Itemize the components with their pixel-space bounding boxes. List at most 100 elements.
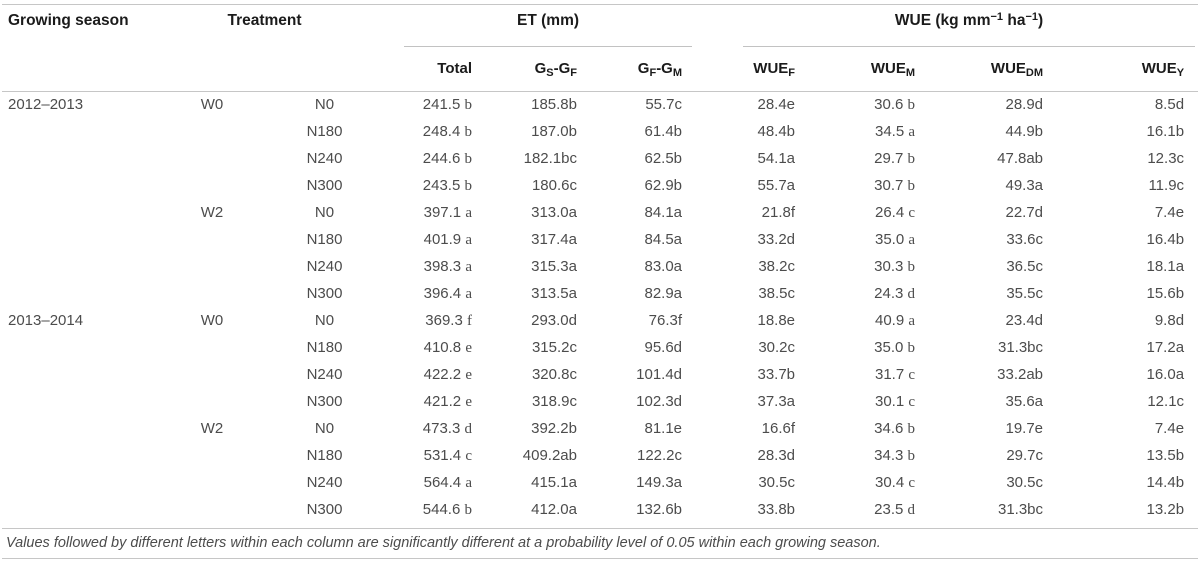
w-treatment-cell xyxy=(152,496,272,523)
value-cell: 13.5b xyxy=(1146,447,1185,464)
value-cell: 182.1bc xyxy=(523,150,577,167)
value-cell: 44.9b xyxy=(1005,123,1044,140)
value-cell: 61.4b xyxy=(644,123,683,140)
value-cell: 18.1a xyxy=(1146,258,1185,275)
w-treatment-cell: W0 xyxy=(152,90,272,118)
value-cell: 24.3 d xyxy=(874,284,916,302)
season-cell xyxy=(2,415,152,442)
value-cell: 16.6f xyxy=(761,420,796,437)
table-row: N300 243.5 b 180.6c 62.9b 55.7a 30.7 b 49.3a 11… xyxy=(2,172,1198,199)
value-cell: 33.7b xyxy=(757,366,796,383)
value-cell: 369.3 f xyxy=(425,311,472,329)
value-cell: 544.6 b xyxy=(422,500,472,518)
w-treatment-cell xyxy=(152,145,272,172)
value-cell: 22.7d xyxy=(1005,204,1044,221)
value-cell: 17.2a xyxy=(1146,339,1185,356)
n-treatment-cell: N180 xyxy=(306,123,343,140)
n-treatment-cell: N300 xyxy=(306,393,343,410)
table-body: 2012–2013 W0 N0 241.5 b 185.8b 55.7c 28.4e 30.6… xyxy=(2,90,1199,523)
value-cell: 313.5a xyxy=(531,285,577,302)
table-row: N180 248.4 b 187.0b 61.4b 48.4b 34.5 a 44.9b 16… xyxy=(2,118,1198,145)
subheader-wue-y: WUEY xyxy=(1141,60,1185,80)
value-cell: 26.4 c xyxy=(874,203,916,221)
value-cell: 81.1e xyxy=(644,420,683,437)
value-cell: 244.6 b xyxy=(422,149,472,167)
w-treatment-cell xyxy=(152,334,272,361)
table-row: N300 421.2 e 318.9c 102.3d 37.3a 30.1 c 35.6a 1… xyxy=(2,388,1198,415)
value-cell: 149.3a xyxy=(636,474,683,491)
value-cell: 30.3 b xyxy=(874,257,916,275)
subheader-wue-m: WUEM xyxy=(870,60,916,80)
value-cell: 23.5 d xyxy=(874,500,916,518)
value-cell: 318.9c xyxy=(531,393,577,410)
value-cell: 55.7c xyxy=(587,90,693,118)
value-cell: 180.6c xyxy=(531,177,577,194)
value-cell: 35.0 b xyxy=(874,338,916,356)
treatment-header: Treatment xyxy=(227,12,302,29)
value-cell: 29.7c xyxy=(1006,447,1044,464)
value-cell: 48.4b xyxy=(757,123,796,140)
value-cell: 248.4 b xyxy=(422,122,472,140)
n-treatment-cell: N240 xyxy=(306,258,343,275)
value-cell: 14.4b xyxy=(1146,474,1185,491)
value-cell: 30.7 b xyxy=(874,176,916,194)
value-cell: 34.3 b xyxy=(874,446,916,464)
value-cell: 101.4d xyxy=(636,366,683,383)
value-cell: 47.8ab xyxy=(997,150,1044,167)
n-treatment-cell: N180 xyxy=(306,339,343,356)
w-treatment-cell xyxy=(152,280,272,307)
n-treatment-cell: N180 xyxy=(306,231,343,248)
value-cell: 82.9a xyxy=(644,285,683,302)
value-cell: 122.2c xyxy=(636,447,683,464)
value-cell: 35.6a xyxy=(1005,393,1044,410)
value-cell: 34.5 a xyxy=(874,122,916,140)
table-row: N180 531.4 c 409.2ab 122.2c 28.3d 34.3 b 29.7c… xyxy=(2,442,1198,469)
value-cell: 30.5c xyxy=(758,474,796,491)
value-cell: 30.2c xyxy=(758,339,796,356)
value-cell: 13.2b xyxy=(1146,501,1185,518)
value-cell: 28.9d xyxy=(925,90,1054,118)
value-cell: 7.4e xyxy=(1154,420,1185,437)
value-cell: 55.7a xyxy=(757,177,796,194)
value-cell: 31.7 c xyxy=(874,365,916,383)
value-cell: 34.6 b xyxy=(874,419,916,437)
n-treatment-cell: N0 xyxy=(314,312,335,329)
subheader-wue-f: WUEF xyxy=(753,60,796,80)
value-cell: 241.5 b xyxy=(377,90,482,118)
value-cell: 401.9 a xyxy=(423,230,472,248)
w-treatment-cell xyxy=(152,469,272,496)
value-cell: 410.8 e xyxy=(423,338,472,356)
footnote-section: Values followed by different letters wit… xyxy=(2,528,1198,559)
subheader-total: Total xyxy=(437,60,472,78)
n-treatment-cell: N300 xyxy=(306,177,343,194)
value-cell: 38.5c xyxy=(758,285,796,302)
value-cell: 33.2ab xyxy=(997,366,1044,383)
season-cell xyxy=(2,280,152,307)
w-treatment-cell xyxy=(152,172,272,199)
w-treatment-cell xyxy=(152,388,272,415)
season-cell xyxy=(2,442,152,469)
table-row: N240 564.4 a 415.1a 149.3a 30.5c 30.4 c 30.5c 1… xyxy=(2,469,1198,496)
season-cell xyxy=(2,118,152,145)
season-cell xyxy=(2,226,152,253)
value-cell: 315.2c xyxy=(531,339,577,356)
w-treatment-cell: W2 xyxy=(200,204,224,221)
value-cell: 49.3a xyxy=(1005,177,1044,194)
value-cell: 30.5c xyxy=(1006,474,1044,491)
value-cell: 7.4e xyxy=(1154,204,1185,221)
value-cell: 409.2ab xyxy=(522,447,577,464)
value-cell: 54.1a xyxy=(757,150,796,167)
value-cell: 84.5a xyxy=(644,231,683,248)
header-sub-row: Total GS-GF GF-GM WUEF WUEM WUEDM WUEY xyxy=(2,47,1198,91)
n-treatment-cell: N300 xyxy=(306,285,343,302)
season-cell xyxy=(2,334,152,361)
table-row: W2 N0 397.1 a 313.0a 84.1a 21.8f 26.4 c 22.7d 7.… xyxy=(2,199,1198,226)
table-row: N180 401.9 a 317.4a 84.5a 33.2d 35.0 a 33.6c 16… xyxy=(2,226,1198,253)
value-cell: 33.8b xyxy=(757,501,796,518)
n-treatment-cell: N0 xyxy=(314,420,335,437)
n-treatment-cell: N300 xyxy=(306,501,343,518)
value-cell: 37.3a xyxy=(757,393,796,410)
w-treatment-cell xyxy=(152,118,272,145)
value-cell: 18.8e xyxy=(757,312,796,329)
